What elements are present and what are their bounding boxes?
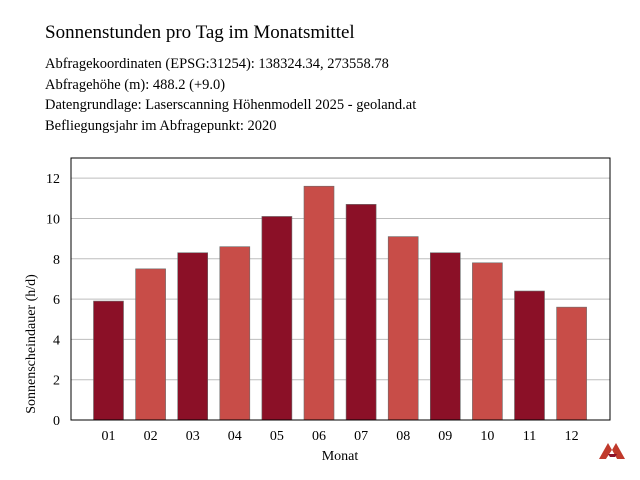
x-tick-label: 04 bbox=[228, 429, 242, 444]
y-tick-label: 0 bbox=[53, 414, 60, 429]
bar-10 bbox=[472, 262, 503, 421]
bar-01 bbox=[93, 300, 124, 421]
bars bbox=[93, 185, 587, 421]
query-elevation: Abfragehöhe (m): 488.2 (+9.0) bbox=[45, 77, 226, 93]
x-tick-label: 10 bbox=[480, 429, 494, 444]
x-tick-label: 08 bbox=[396, 429, 410, 444]
x-tick-label: 09 bbox=[438, 429, 452, 444]
chart-title: Sonnenstunden pro Tag im Monatsmittel bbox=[45, 22, 355, 43]
bar-05 bbox=[261, 216, 293, 421]
y-tick-label: 4 bbox=[53, 333, 60, 348]
y-tick-label: 10 bbox=[46, 212, 60, 227]
y-axis-label: Sonnenscheindauer (h/d) bbox=[24, 274, 39, 414]
x-tick-label: 12 bbox=[565, 429, 579, 444]
data-source: Datengrundlage: Laserscanning Höhenmodel… bbox=[45, 97, 417, 113]
y-tick-label: 6 bbox=[53, 293, 60, 308]
bar-11 bbox=[514, 290, 545, 421]
x-tick-label: 02 bbox=[144, 429, 158, 444]
x-tick-label: 07 bbox=[354, 429, 368, 444]
bar-07 bbox=[345, 204, 377, 421]
y-tick-label: 12 bbox=[46, 172, 60, 187]
bar-03 bbox=[177, 252, 208, 421]
x-tick-label: 06 bbox=[312, 429, 326, 444]
logo-icon bbox=[599, 443, 625, 459]
plot-frame bbox=[70, 157, 611, 421]
x-tick-label: 05 bbox=[270, 429, 284, 444]
bar-12 bbox=[556, 306, 587, 421]
bar-09 bbox=[429, 252, 461, 421]
bar-06 bbox=[303, 185, 335, 421]
y-tick-labels: 0 2 4 6 8 10 12 bbox=[46, 172, 60, 429]
x-tick-label: 03 bbox=[186, 429, 200, 444]
bar-02 bbox=[135, 268, 166, 421]
x-tick-label: 01 bbox=[102, 429, 116, 444]
y-tick-label: 8 bbox=[53, 253, 60, 268]
survey-year: Befliegungsjahr im Abfragepunkt: 2020 bbox=[45, 118, 277, 134]
x-tick-label: 11 bbox=[523, 429, 536, 444]
query-coordinates: Abfragekoordinaten (EPSG:31254): 138324.… bbox=[45, 56, 389, 72]
x-axis-label: Monat bbox=[322, 449, 359, 464]
y-tick-label: 2 bbox=[53, 374, 60, 389]
bar-08 bbox=[387, 236, 419, 421]
x-tick-labels: 01 02 03 04 05 06 07 08 09 10 11 12 bbox=[102, 429, 579, 444]
bar-04 bbox=[219, 246, 251, 421]
